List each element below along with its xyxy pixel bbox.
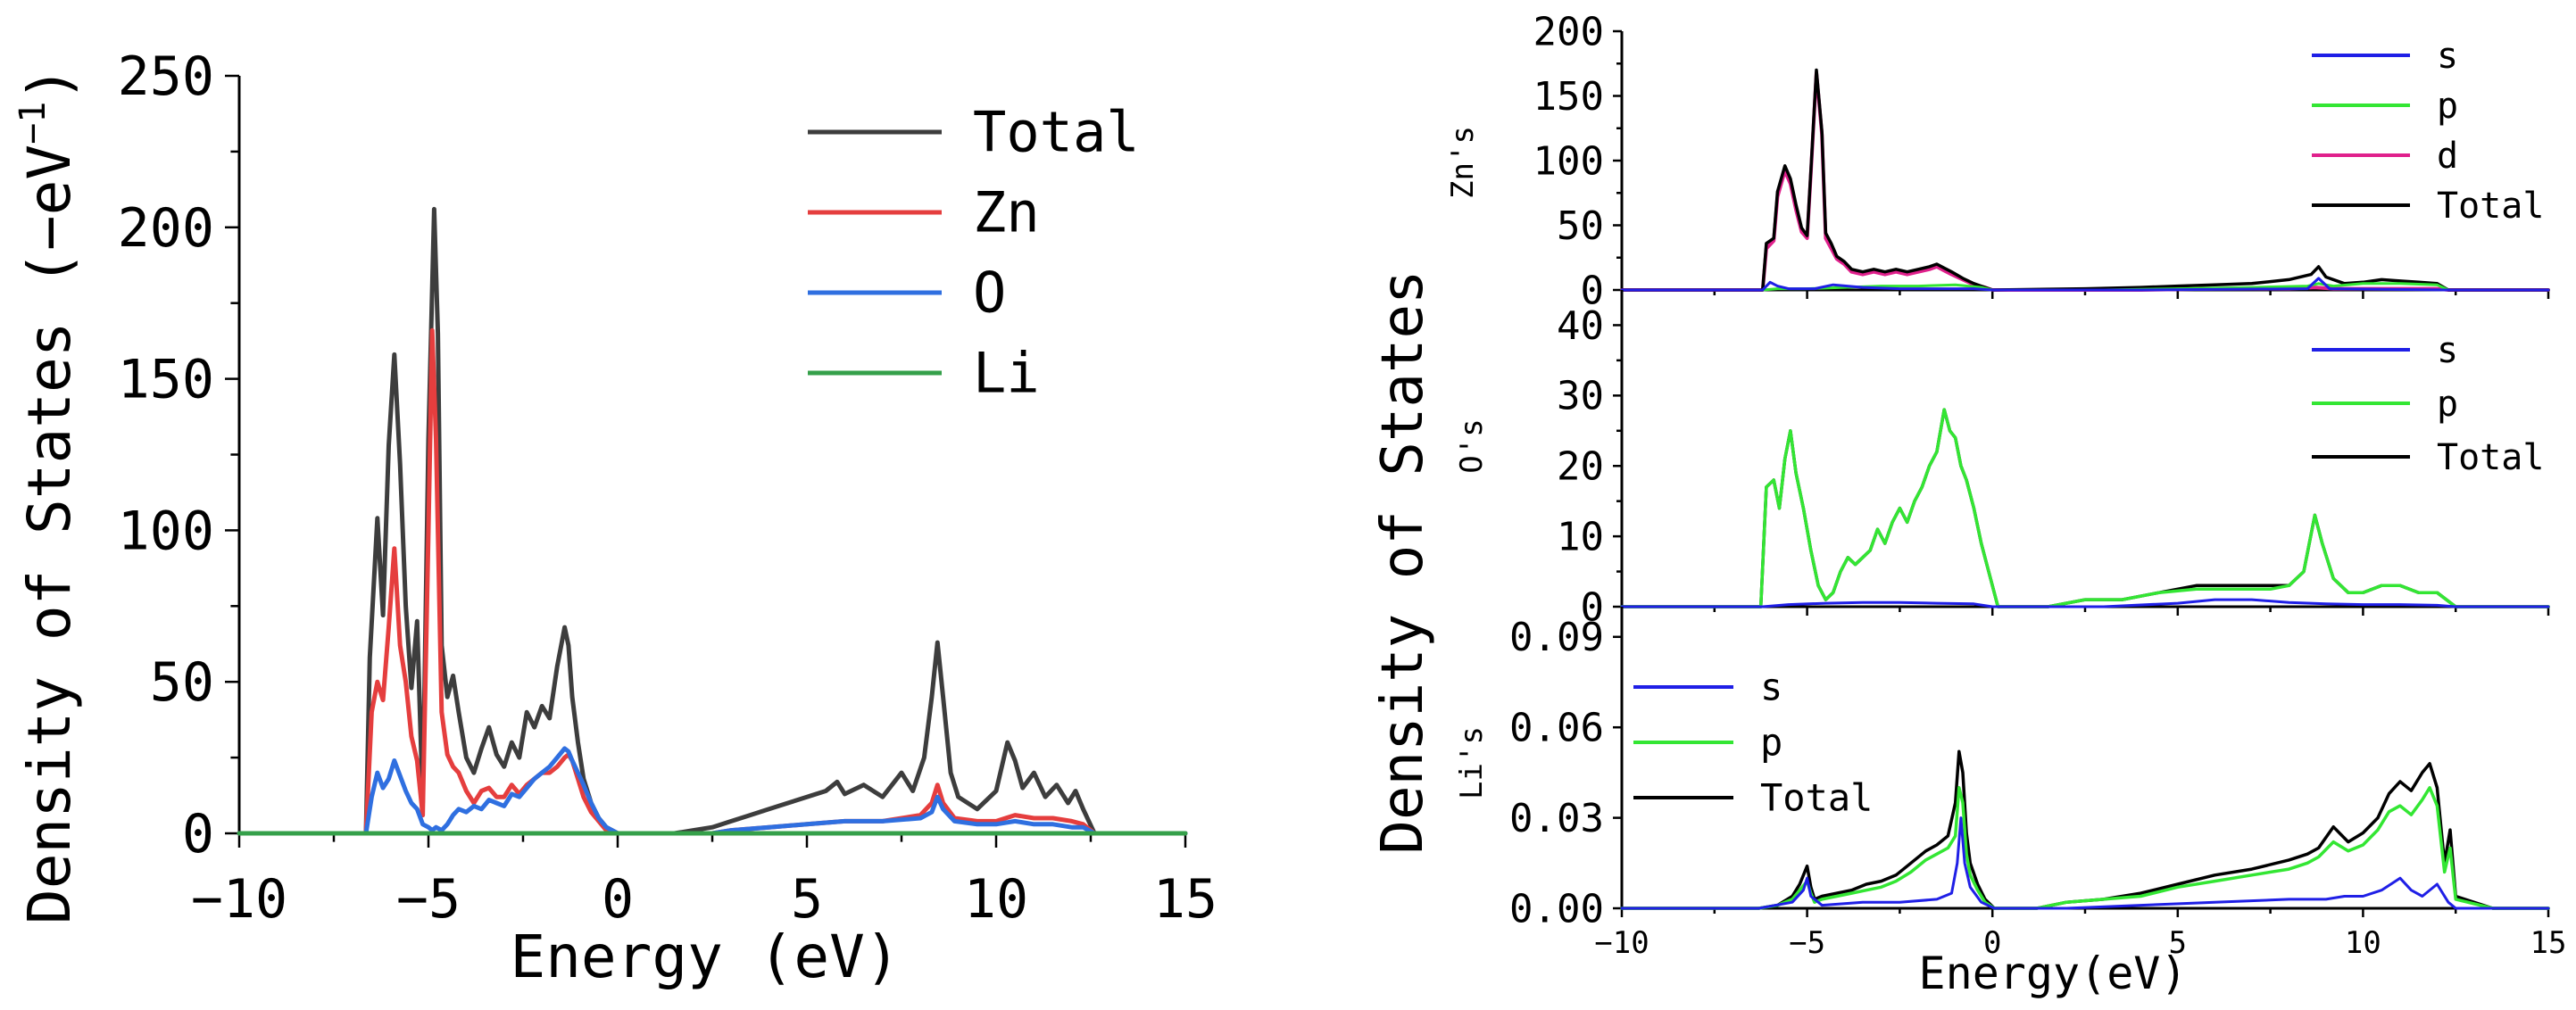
left-legend-label-li: Li — [973, 341, 1040, 406]
zn-legend-label-p: p — [2437, 86, 2458, 127]
o-y-tick-label: 10 — [1557, 515, 1604, 560]
left-series-o — [237, 746, 1188, 836]
left-x-tick-label: −10 — [191, 868, 287, 931]
li-series-total — [1620, 749, 2550, 910]
li-x-tick-label: −5 — [1789, 925, 1825, 961]
zn-series-s — [1620, 277, 2550, 292]
li-x-tick-label: 10 — [2345, 925, 2381, 961]
left-legend-label-o: O — [973, 261, 1006, 326]
left-x-tick-label: 0 — [602, 868, 634, 931]
o-legend-label-s: s — [2437, 330, 2458, 371]
left-y-tick-label: 150 — [118, 349, 214, 411]
zn-series-total — [1620, 68, 2550, 292]
li-x-tick-label: 5 — [2169, 925, 2187, 961]
left-x-tick-label: −5 — [396, 868, 461, 931]
li-panel-label: Li's — [1454, 726, 1490, 799]
o-y-tick-label: 40 — [1557, 303, 1604, 349]
left-y-tick-label: 200 — [118, 197, 214, 260]
left-y-tick-label: 50 — [150, 651, 214, 714]
o-legend: sp Total — [2312, 330, 2544, 478]
o-panel-label: O's — [1454, 418, 1490, 473]
li-x-tick-label: 0 — [1983, 925, 2001, 961]
left-x-tick-label: 5 — [791, 868, 823, 931]
li-y-tick-label: 0.03 — [1509, 796, 1604, 841]
zn-panel-label: Zn's — [1445, 126, 1481, 199]
left-y-tick-label: 250 — [118, 46, 214, 108]
li-legend-label-p: p — [1760, 721, 1782, 765]
zn-y-tick-label: 50 — [1557, 203, 1604, 249]
li-y-tick-label: 0.00 — [1509, 886, 1604, 931]
left-series-total — [237, 206, 1188, 836]
left-legend-label-zn: Zn — [973, 180, 1040, 245]
right-x-axis-label: Energy(eV) — [1918, 948, 2187, 999]
li-legend: sp Total — [1633, 666, 1873, 820]
li-y-tick-label: 0.09 — [1509, 615, 1604, 660]
o-pdos-chart: 0 10 20 30 40 sp Total — [1557, 290, 2550, 630]
o-y-tick-label: 30 — [1557, 374, 1604, 419]
li-x-tick-label: −10 — [1594, 925, 1649, 961]
zn-legend-label-d: d — [2437, 136, 2458, 177]
o-y-tick-label: 0 — [1581, 584, 1605, 630]
left-y-tick-label: 0 — [182, 803, 214, 865]
zn-y-tick-label: 150 — [1533, 74, 1604, 120]
left-series-zn — [237, 327, 1188, 836]
zn-legend-label-total: Total — [2437, 186, 2544, 227]
li-legend-label-total: Total — [1760, 776, 1873, 820]
left-x-axis-label: Energy (eV) — [510, 923, 900, 991]
zn-legend-label-s: s — [2437, 36, 2458, 77]
o-y-tick-label: 20 — [1557, 444, 1604, 490]
o-legend-label-total: Total — [2437, 437, 2544, 478]
li-legend-label-s: s — [1760, 666, 1782, 709]
o-series-p — [1620, 408, 2550, 608]
o-legend-label-p: p — [2437, 384, 2458, 425]
left-x-tick-label: 15 — [1153, 868, 1217, 931]
left-legend: Total Zn O Li — [808, 100, 1140, 406]
o-series-s — [1620, 598, 2550, 608]
li-x-tick-label: 15 — [2530, 925, 2567, 961]
right-shared-y-axis-label: Density of States — [1370, 269, 1436, 854]
zn-y-tick-label: 0 — [1581, 268, 1605, 313]
left-y-axis-label: Density of States (−eV−1) — [12, 66, 84, 924]
left-x-tick-label: 10 — [964, 868, 1028, 931]
zn-y-tick-label: 100 — [1533, 138, 1604, 184]
zn-legend: spd Total — [2312, 36, 2544, 227]
total-dos-chart: 0 50 100 150 200 250 −10 −5 0 5 10 15 Total Zn O Li — [118, 46, 1218, 931]
li-pdos-chart: 0.00 0.03 0.06 0.09 −10 −5 0 5 10 15 sp Total — [1509, 607, 2566, 961]
zn-pdos-chart: 0 50 100 150 200 spd Total — [1533, 9, 2550, 313]
left-legend-label-total: Total — [973, 100, 1140, 165]
li-y-tick-label: 0.06 — [1509, 706, 1604, 751]
li-series-s — [1620, 816, 2550, 910]
zn-y-tick-label: 200 — [1533, 9, 1604, 54]
left-y-tick-label: 100 — [118, 500, 214, 562]
